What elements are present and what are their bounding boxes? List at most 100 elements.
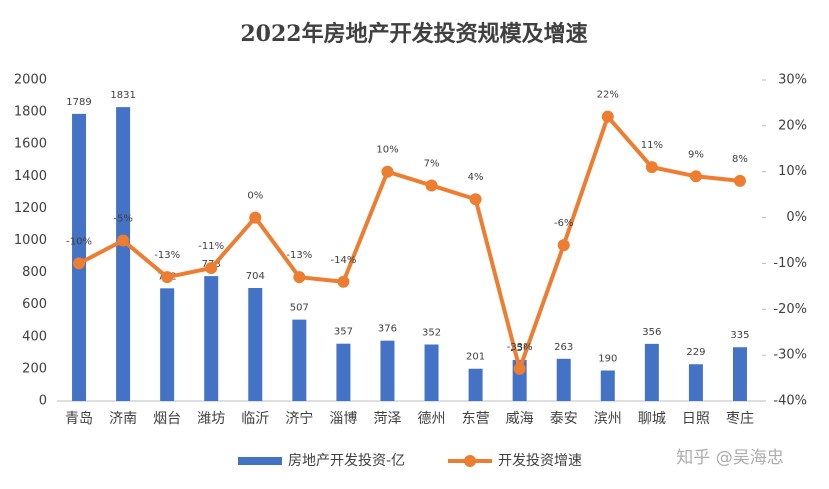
line-label: 8%	[732, 154, 748, 165]
line-marker	[73, 257, 86, 270]
y2-tick-label: 30%	[778, 73, 807, 88]
bar	[644, 343, 659, 401]
bar-label: 376	[378, 324, 397, 335]
bar-label: 229	[686, 347, 705, 358]
line-marker	[161, 271, 174, 284]
bar-label: 352	[422, 328, 441, 339]
x-tick-label: 枣庄	[726, 410, 754, 427]
line-label: 11%	[641, 140, 663, 151]
y2-tick-label: 10%	[778, 164, 807, 179]
line-marker	[733, 174, 746, 187]
line-marker	[205, 262, 218, 275]
line-marker	[469, 193, 482, 206]
x-tick-label: 聊城	[638, 411, 666, 427]
bar-label: 256	[510, 343, 529, 354]
x-tick-label: 德州	[418, 411, 446, 427]
line-label: -33%	[507, 342, 533, 353]
bar	[248, 288, 263, 401]
line-marker	[601, 110, 614, 123]
line-marker	[645, 161, 658, 174]
line-marker	[513, 362, 526, 375]
x-tick-label: 淄博	[329, 410, 357, 427]
y-tick-label: 600	[22, 297, 47, 312]
line-label: -6%	[554, 218, 573, 229]
bar-label: 356	[642, 327, 661, 338]
y-tick-label: 800	[22, 265, 47, 280]
line-marker	[117, 234, 130, 247]
bar	[468, 368, 483, 401]
bar-label: 357	[334, 327, 353, 338]
y-tick-label: 0	[39, 394, 47, 409]
line-marker	[249, 211, 262, 224]
bar	[292, 319, 307, 401]
line-label: 4%	[468, 172, 484, 183]
line-label: -14%	[330, 255, 356, 266]
bar	[732, 347, 747, 401]
line-marker	[689, 170, 702, 183]
y2-tick-label: -30%	[773, 348, 807, 363]
line-marker	[337, 275, 350, 288]
watermark: 知乎 @吴海忠	[676, 448, 783, 468]
y2-tick-label: -10%	[773, 256, 807, 271]
x-tick-label: 菏泽	[373, 411, 401, 427]
line-label: -5%	[113, 214, 132, 225]
bar	[160, 288, 175, 401]
y2-tick-label: -20%	[773, 302, 807, 317]
bar-label: 263	[554, 342, 573, 353]
line-label: 22%	[597, 90, 619, 101]
x-tick-label: 济宁	[285, 410, 313, 427]
x-tick-label: 日照	[682, 411, 710, 427]
line	[78, 114, 741, 371]
y-tick-label: 400	[22, 329, 47, 344]
x-tick-label: 滨州	[594, 411, 622, 427]
legend-label: 房地产开发投资-亿	[288, 453, 405, 469]
bar-label: 1831	[110, 90, 135, 101]
x-tick-label: 烟台	[153, 411, 181, 427]
line-marker	[425, 179, 438, 192]
y2-tick-label: 0%	[786, 210, 807, 225]
y-tick-label: 1200	[14, 201, 47, 216]
bar-label: 335	[730, 330, 749, 341]
x-tick-label: 泰安	[550, 411, 578, 427]
bar	[380, 340, 395, 401]
y-tick-label: 1000	[14, 233, 47, 248]
bar	[556, 358, 571, 401]
y-tick-label: 2000	[14, 73, 47, 88]
legend-label: 开发投资增速	[498, 453, 582, 469]
line-marker	[557, 239, 570, 252]
y-tick-label: 200	[22, 361, 47, 376]
x-tick-label: 东营	[462, 411, 490, 427]
line-label: 10%	[376, 145, 398, 156]
bar-label: 201	[466, 352, 485, 363]
line-label: -13%	[154, 250, 180, 261]
bar-label: 704	[246, 271, 265, 282]
y2-tick-label: 20%	[778, 118, 807, 133]
bar	[600, 370, 615, 401]
x-tick-label: 济南	[109, 411, 137, 427]
bar-label: 190	[598, 354, 617, 365]
x-tick-label: 青岛	[65, 411, 93, 427]
bar	[116, 107, 131, 401]
line-label: -10%	[66, 236, 92, 247]
bar	[424, 344, 439, 401]
x-tick-label: 潍坊	[197, 411, 225, 427]
bar-label: 507	[290, 303, 309, 314]
bar	[204, 276, 219, 401]
line-label: 9%	[688, 149, 704, 160]
line-label: 7%	[424, 158, 440, 169]
legend-marker	[464, 455, 476, 467]
line-label: -11%	[198, 241, 224, 252]
chart-title: 2022年房地产开发投资规模及增速	[240, 21, 587, 47]
line-marker	[293, 271, 306, 284]
line-marker	[381, 165, 394, 178]
line-label: -13%	[286, 250, 312, 261]
y-tick-label: 1600	[14, 137, 47, 152]
bar	[336, 343, 351, 401]
y-tick-label: 1800	[14, 105, 47, 120]
bar-label: 1789	[66, 97, 91, 108]
y2-tick-label: -40%	[773, 394, 807, 409]
bar	[688, 364, 703, 401]
x-tick-label: 威海	[506, 411, 534, 427]
x-tick-label: 临沂	[241, 411, 269, 427]
